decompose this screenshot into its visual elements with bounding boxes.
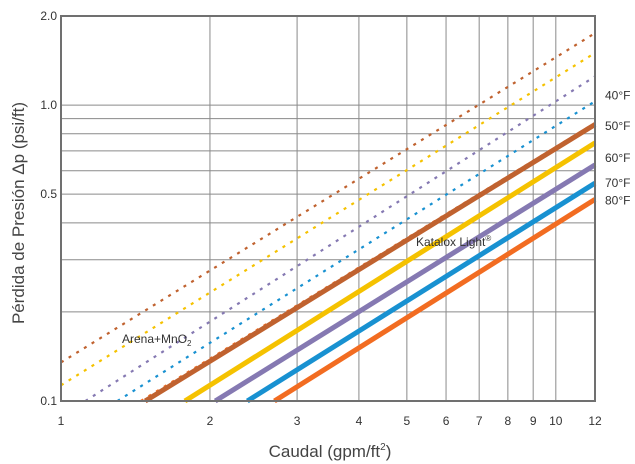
plot-frame (60, 15, 596, 402)
x-tick-label: 5 (404, 414, 411, 428)
annotation-arena-sub: 2 (187, 339, 192, 348)
series-line-arena-40f (60, 32, 596, 364)
annotation-katalox-text: Katalox Light (416, 235, 486, 249)
series-layer (60, 32, 597, 404)
x-tick-label: 12 (588, 414, 602, 428)
series-line-katalox-60f (213, 162, 597, 404)
x-tick-label: 10 (549, 414, 563, 428)
temperature-label: 50°F (605, 119, 630, 133)
x-axis-title-text: Caudal (gpm/ft (269, 442, 381, 461)
x-tick-label: 4 (356, 414, 363, 428)
temperature-labels: 40°F 50°F 60°F 70°F 80°F (605, 88, 630, 207)
x-tick-labels: 1 2 3 4 5 6 7 8 9 10 12 (58, 414, 602, 428)
x-tick-label: 8 (505, 414, 512, 428)
series-line-katalox-80f (273, 197, 597, 404)
series-line-arena-70f (116, 100, 596, 402)
series-line-arena-50f (60, 52, 596, 387)
y-tick-label: 0.5 (40, 187, 57, 201)
y-tick-label: 2.0 (40, 9, 57, 23)
x-tick-label: 1 (58, 414, 65, 428)
annotation-katalox-sup: ® (485, 234, 491, 243)
x-axis-title-sup: 2 (380, 442, 386, 453)
temperature-label: 80°F (605, 193, 630, 207)
series-line-katalox-70f (246, 180, 597, 404)
y-tick-label: 1.0 (40, 98, 57, 112)
x-tick-label: 2 (207, 414, 214, 428)
annotation-katalox-light: Katalox Light® (416, 234, 491, 249)
y-axis-title: Pérdida de Presión Δp (psi/ft) (9, 102, 28, 324)
temperature-label: 70°F (605, 176, 630, 190)
x-axis-title: Caudal (gpm/ft2) (269, 442, 392, 461)
annotation-arena-mno2: Arena+MnO2 (122, 332, 192, 348)
x-tick-label: 9 (530, 414, 537, 428)
series-line-katalox-40f (143, 122, 597, 404)
annotation-arena-text: Arena+MnO (122, 332, 187, 346)
x-tick-label: 6 (443, 414, 450, 428)
series-line-arena-60f (84, 75, 596, 402)
x-axis-title-end: ) (386, 442, 392, 461)
series-line-katalox-50f (183, 140, 597, 404)
temperature-label: 40°F (605, 88, 630, 102)
x-tick-label: 3 (294, 414, 301, 428)
y-tick-labels: 0.1 0.5 1.0 2.0 (40, 9, 57, 408)
temperature-label: 60°F (605, 151, 630, 165)
y-tick-label: 0.1 (40, 394, 57, 408)
x-tick-label: 7 (476, 414, 483, 428)
